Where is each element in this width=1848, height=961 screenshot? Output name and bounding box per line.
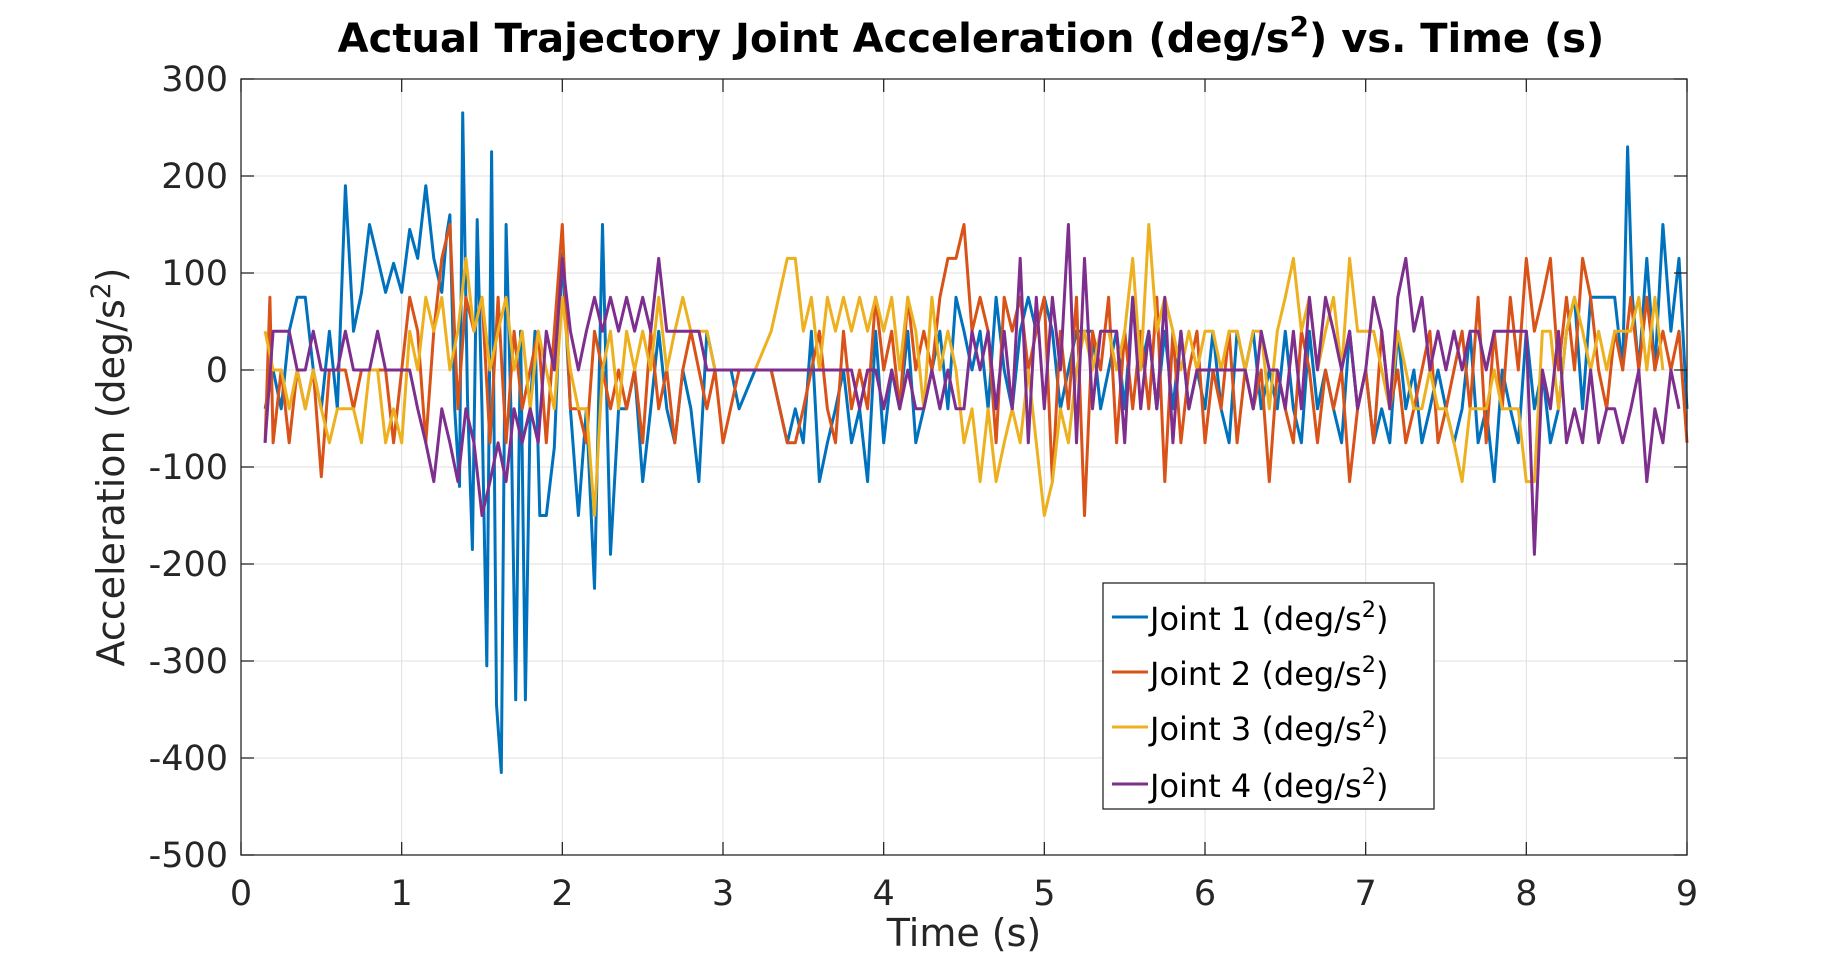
x-tick-label: 6 <box>1194 874 1216 914</box>
legend-label-joint-2: Joint 2 (deg/s2) <box>1148 652 1388 693</box>
x-tick-label: 0 <box>230 874 252 914</box>
y-tick-label: 100 <box>161 254 228 294</box>
legend: Joint 1 (deg/s2) Joint 2 (deg/s2) Joint … <box>1102 582 1435 810</box>
y-tick-label: -300 <box>149 642 228 682</box>
y-axis-label: Acceleration (deg/s2) <box>86 267 133 666</box>
legend-label-joint-3: Joint 3 (deg/s2) <box>1148 707 1388 748</box>
axes <box>240 78 1688 856</box>
series-line-joint-4 <box>263 223 1681 556</box>
series-line-joint-3 <box>263 223 1665 517</box>
legend-label-joint-4: Joint 4 (deg/s2) <box>1148 764 1388 805</box>
y-tick-label: 200 <box>161 157 228 197</box>
y-tick-label: -100 <box>149 448 228 488</box>
tick-labels: 0 1 2 3 4 5 6 7 8 9 300 200 100 0 -100 -200 -300 -400 -500 <box>149 60 1699 914</box>
y-tick-label: -200 <box>149 545 228 585</box>
x-tick-label: 9 <box>1676 874 1698 914</box>
x-tick-label: 5 <box>1033 874 1055 914</box>
y-tick-label: -400 <box>149 739 228 779</box>
legend-label-joint-1: Joint 1 (deg/s2) <box>1148 597 1388 638</box>
y-tick-label: 300 <box>161 60 228 100</box>
x-tick-label: 8 <box>1515 874 1537 914</box>
legend-box <box>1102 582 1435 810</box>
y-tick-label: -500 <box>149 836 228 876</box>
x-axis-label: Time (s) <box>886 911 1042 955</box>
chart-title: Actual Trajectory Joint Acceleration (de… <box>338 10 1605 62</box>
x-tick-label: 7 <box>1355 874 1377 914</box>
x-tick-label: 2 <box>551 874 573 914</box>
x-tick-label: 1 <box>391 874 413 914</box>
series-lines <box>263 111 1689 774</box>
y-tick-label: 0 <box>206 351 228 391</box>
x-tick-label: 4 <box>873 874 895 914</box>
x-tick-label: 3 <box>712 874 734 914</box>
